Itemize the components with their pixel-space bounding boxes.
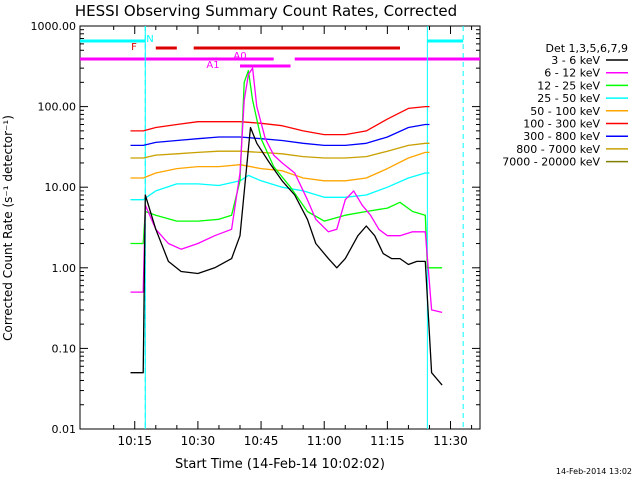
y-tick-label: 1000.00 [31, 20, 77, 33]
x-axis-label: Start Time (14-Feb-14 10:02:02) [175, 457, 385, 472]
flag-bars: NF A0 A1 [80, 34, 480, 71]
flag-label: N [146, 34, 153, 45]
series-line-4 [130, 151, 430, 182]
y-tick-label: 0.01 [52, 423, 77, 436]
series-line-1 [130, 67, 443, 314]
flag-label: A1 [206, 60, 219, 71]
series-lines [130, 67, 443, 386]
y-tick-label: 10.00 [45, 181, 77, 194]
series-line-7 [130, 142, 430, 159]
y-tick-labels: 1000.00 100.00 10.00 1.00 0.10 0.01 [31, 20, 77, 436]
plot-frame [79, 25, 481, 430]
legend-label: 12 - 25 keV [537, 79, 600, 92]
x-tick-label: 10:30 [181, 434, 216, 448]
vertical-markers [144, 26, 464, 429]
y-tick-label: 0.10 [52, 342, 77, 355]
legend-label: 7000 - 20000 keV [502, 156, 600, 169]
series-line-2 [130, 69, 443, 269]
x-tick-label: 11:30 [433, 434, 468, 448]
legend-label: 100 - 300 keV [523, 118, 600, 131]
legend-label: 800 - 7000 keV [516, 143, 600, 156]
series-line-6 [130, 123, 430, 147]
footer-timestamp: 14-Feb-2014 13:02 [556, 467, 632, 476]
flag-label: A0 [233, 51, 246, 62]
y-tick-label: 100.00 [38, 101, 77, 114]
legend-label: 300 - 800 keV [523, 130, 600, 143]
legend-label: 3 - 6 keV [551, 54, 600, 67]
axis-ticks [80, 25, 480, 430]
x-tick-label: 11:00 [307, 434, 342, 448]
y-axis-label: Corrected Count Rate (s⁻¹ detector⁻¹) [1, 115, 15, 341]
chart-title: HESSI Observing Summary Count Rates, Cor… [75, 2, 457, 20]
y-tick-label: 1.00 [52, 262, 77, 275]
x-tick-labels: 10:15 10:30 10:45 11:00 11:15 11:30 [117, 434, 467, 448]
x-tick-label: 10:45 [244, 434, 279, 448]
series-line-5 [130, 105, 430, 136]
x-tick-label: 10:15 [117, 434, 152, 448]
legend-label: 50 - 100 keV [530, 105, 600, 118]
series-line-0 [130, 126, 443, 386]
legend-label: 6 - 12 keV [544, 67, 600, 80]
legend-title: Det 1,3,5,6,7,9 [545, 42, 628, 55]
flag-label: F [131, 42, 137, 53]
x-tick-label: 11:15 [370, 434, 405, 448]
series-line-3 [130, 172, 430, 201]
legend-label: 25 - 50 keV [537, 92, 600, 105]
